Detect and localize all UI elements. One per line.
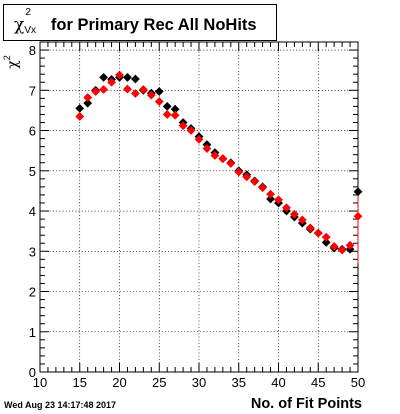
data-point-red [226, 159, 236, 168]
data-point-black [162, 101, 172, 111]
data-point-red [258, 183, 267, 193]
y-tick-label: 6 [29, 124, 36, 139]
data-point-black [75, 104, 85, 113]
data-point-red [321, 232, 331, 242]
y-axis-title: χ2 [2, 55, 21, 69]
y-tick-label: 3 [29, 244, 36, 259]
data-point-red [186, 126, 196, 135]
grid [40, 42, 358, 372]
plot-title: χ 2 Vx for Primary Rec All NoHits [14, 7, 257, 36]
data-point-red [162, 110, 172, 119]
data-point-red [218, 154, 228, 164]
x-axis-title: No. of Fit Points [250, 396, 362, 412]
data-point-red [91, 87, 101, 96]
data-point-red [234, 167, 244, 177]
title-superscript: 2 [25, 7, 31, 18]
title-subscript: Vx [24, 25, 36, 36]
data-markers [75, 70, 363, 255]
y-tick-labels: 0 1 2 3 4 5 6 7 8 [29, 43, 36, 380]
data-point-red [313, 228, 323, 238]
data-point-red [178, 121, 188, 131]
data-point-red [345, 240, 355, 250]
data-point-black [83, 98, 93, 108]
plot-title-box: χ 2 Vx for Primary Rec All NoHits [3, 4, 277, 41]
data-point-black [170, 104, 180, 114]
data-point-red [170, 110, 180, 120]
y-axis-symbol: χ [5, 60, 21, 69]
axis-ticks [39, 42, 359, 373]
data-point-red [210, 151, 220, 160]
x-tick-label: 10 [33, 375, 47, 390]
x-tick-label: 45 [311, 375, 325, 390]
data-point-red [266, 189, 275, 199]
y-tick-label: 5 [29, 164, 36, 179]
data-point-red [83, 93, 93, 102]
title-text: for Primary Rec All NoHits [50, 16, 257, 34]
data-point-red [282, 203, 291, 213]
data-point-red [290, 209, 299, 219]
data-point-black [321, 238, 331, 247]
data-point-red [115, 70, 124, 80]
data-point-red [99, 85, 108, 94]
data-point-red [274, 195, 283, 205]
svg-text:χ2: χ2 [2, 55, 21, 69]
title-symbol: χ [14, 15, 25, 35]
data-point-red [329, 242, 339, 251]
data-point-black [131, 74, 140, 84]
y-tick-label: 0 [29, 365, 36, 380]
data-point-black [353, 187, 363, 197]
data-point-red [250, 177, 260, 187]
data-point-red [353, 211, 363, 221]
data-point-black [266, 194, 275, 204]
x-tick-label: 50 [351, 375, 365, 390]
data-point-red [123, 84, 132, 94]
x-tick-label: 35 [232, 375, 246, 390]
data-point-red [297, 215, 307, 225]
plot-frame [39, 41, 359, 373]
data-point-red [337, 245, 347, 255]
data-point-red [75, 112, 85, 121]
x-tick-label: 20 [112, 375, 126, 390]
footer-date: Wed Aug 23 14:17:48 2017 [4, 400, 117, 410]
data-point-black [154, 87, 164, 96]
data-point-red [202, 144, 212, 154]
data-point-red [131, 89, 140, 98]
y-axis-superscript: 2 [2, 55, 12, 60]
y-tick-label: 7 [29, 83, 36, 98]
data-point-red [154, 97, 164, 106]
data-point-black [99, 73, 108, 82]
x-tick-label: 15 [73, 375, 87, 390]
y-tick-label: 4 [29, 204, 36, 219]
x-tick-label: 25 [152, 375, 166, 390]
x-tick-label: 30 [192, 375, 206, 390]
data-point-red [146, 90, 156, 100]
x-tick-labels: 10 15 20 25 30 35 40 45 50 [33, 375, 365, 390]
x-tick-label: 40 [271, 375, 285, 390]
data-point-black [123, 73, 132, 82]
data-point-red [107, 77, 116, 87]
y-tick-label: 8 [29, 43, 36, 58]
data-point-red [305, 223, 315, 233]
y-tick-label: 2 [29, 285, 36, 300]
data-point-red [194, 134, 204, 144]
y-tick-label: 1 [29, 325, 36, 340]
data-point-red [138, 85, 148, 94]
data-point-red [242, 172, 252, 182]
